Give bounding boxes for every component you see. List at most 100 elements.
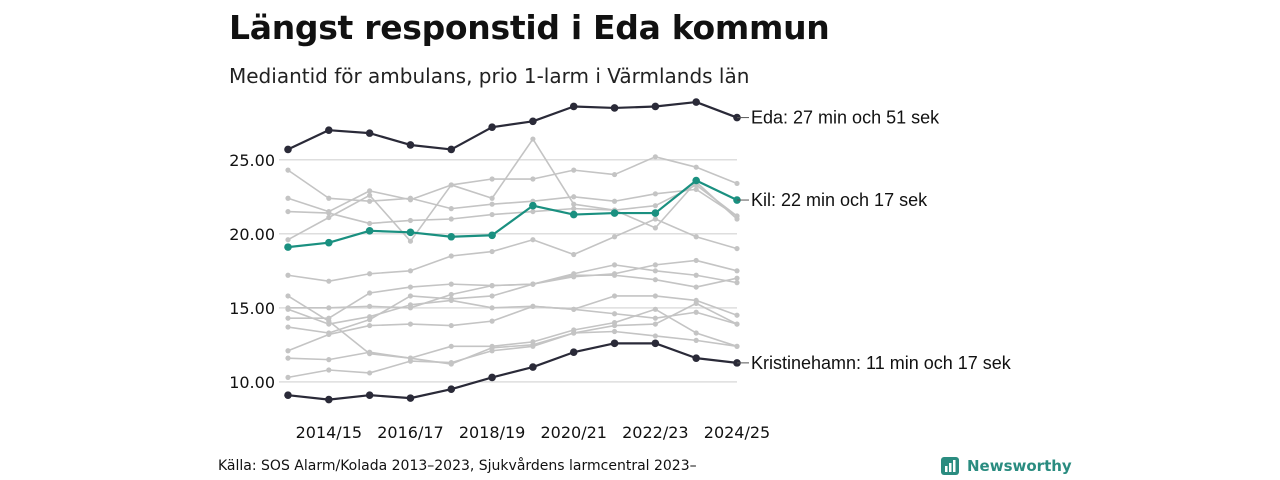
- data-point-eda: [610, 104, 619, 112]
- data-point-kommun-b: [734, 180, 740, 187]
- data-point-eda: [365, 129, 374, 137]
- data-point-kommun-m: [367, 314, 373, 320]
- data-point-kristinehamn: [651, 339, 660, 348]
- data-point-eda: [488, 123, 496, 132]
- data-point-eda: [406, 141, 415, 149]
- series-line-kristinehamn: [287, 342, 738, 401]
- data-point-kommun-i: [448, 343, 454, 349]
- data-point-kommun-l: [693, 300, 699, 306]
- data-point-kommun-f: [611, 262, 618, 268]
- data-point-kommun-i: [652, 306, 658, 312]
- data-point-kommun-j: [448, 322, 454, 329]
- data-point-kommun-k: [285, 374, 291, 380]
- data-point-kommun-j: [734, 312, 740, 318]
- data-point-kommun-h: [530, 281, 536, 287]
- data-point-kil: [651, 209, 660, 217]
- x-tick-label: 2014/15: [296, 423, 362, 442]
- data-point-kommun-i: [693, 330, 699, 336]
- data-point-kommun-d: [652, 225, 658, 231]
- data-point-kil: [325, 238, 333, 247]
- data-point-kristinehamn: [692, 354, 700, 362]
- data-point-kommun-a: [571, 194, 577, 200]
- data-point-kommun-k: [611, 328, 618, 335]
- data-point-kommun-k: [693, 337, 699, 343]
- data-point-kristinehamn: [325, 395, 333, 404]
- data-point-kommun-d: [571, 201, 577, 207]
- end-label-kristinehamn: Kristinehamn: 11 min och 17 sek: [751, 353, 1012, 373]
- data-point-kommun-k: [652, 333, 658, 339]
- data-point-kommun-l: [448, 361, 454, 367]
- data-point-kommun-a: [448, 206, 454, 212]
- data-point-kommun-m: [407, 302, 414, 308]
- series-line-kommun-b: [287, 156, 738, 213]
- data-point-kommun-c: [367, 220, 373, 227]
- data-point-kommun-g: [326, 305, 332, 311]
- series-line-kommun-h: [287, 274, 738, 334]
- data-point-kommun-e: [571, 251, 577, 258]
- data-point-kommun-m: [693, 309, 699, 315]
- data-point-kommun-d: [407, 238, 414, 244]
- brand-name: Newsworthy: [967, 457, 1072, 475]
- series-line-kommun-f: [288, 264, 738, 319]
- data-point-kommun-g: [693, 257, 699, 264]
- newsworthy-logo-icon: [941, 457, 959, 475]
- data-point-kommun-e: [611, 234, 618, 240]
- data-point-kommun-h: [611, 272, 618, 278]
- data-point-kommun-j: [285, 348, 291, 354]
- series-end-labels: Eda: 27 min och 51 sek Kil: 22 min och 17…: [737, 108, 1012, 373]
- data-point-kommun-a: [285, 167, 291, 173]
- data-point-kommun-c: [407, 217, 414, 224]
- data-point-kommun-j: [326, 331, 332, 338]
- data-point-kristinehamn: [406, 394, 415, 402]
- data-point-kommun-m: [326, 321, 332, 327]
- data-point-kommun-m: [285, 306, 291, 312]
- data-point-kommun-b: [285, 195, 291, 201]
- data-point-kommun-l: [326, 357, 332, 363]
- data-point-kommun-f: [367, 290, 373, 296]
- data-point-kommun-j: [611, 293, 618, 299]
- data-point-kommun-b: [652, 154, 658, 160]
- data-point-kommun-g: [367, 303, 373, 309]
- data-point-kristinehamn: [610, 339, 619, 348]
- source-note: Källa: SOS Alarm/Kolada 2013–2023, Sjukv…: [218, 458, 697, 474]
- data-point-kommun-h: [652, 277, 658, 283]
- data-point-kommun-c: [571, 206, 577, 212]
- x-tick-label: 2018/19: [459, 423, 525, 442]
- end-label-eda: Eda: 27 min och 51 sek: [751, 108, 940, 128]
- data-point-kommun-j: [367, 322, 373, 329]
- data-point-kommun-e: [693, 234, 699, 240]
- data-point-kil: [569, 210, 578, 219]
- series-line-kommun-i: [287, 295, 738, 359]
- series-line-kil: [287, 179, 738, 249]
- data-point-kommun-b: [530, 176, 536, 182]
- data-point-kommun-j: [407, 321, 414, 327]
- data-point-kommun-c: [326, 210, 332, 216]
- data-point-kristinehamn: [284, 391, 292, 399]
- background-series: [285, 136, 740, 380]
- data-point-eda: [529, 117, 537, 126]
- series-line-kommun-c: [287, 184, 738, 225]
- data-point-kommun-g: [448, 291, 454, 298]
- data-point-kil: [406, 228, 415, 237]
- brand-logo[interactable]: Newsworthy: [940, 456, 1072, 476]
- series-line-kommun-k: [287, 330, 738, 379]
- end-label-kil: Kil: 22 min och 17 sek: [751, 190, 928, 210]
- data-point-kristinehamn: [488, 373, 496, 382]
- data-point-kommun-k: [326, 367, 332, 373]
- data-point-kommun-l: [407, 355, 414, 361]
- data-point-kommun-e: [448, 253, 454, 259]
- data-point-kommun-d: [367, 192, 373, 198]
- data-point-kommun-j: [489, 318, 495, 324]
- data-point-kommun-c: [489, 211, 495, 218]
- data-point-kommun-b: [407, 197, 414, 203]
- series-line-kommun-m: [287, 299, 738, 325]
- data-point-kommun-l: [652, 321, 658, 327]
- data-point-eda: [569, 102, 578, 111]
- data-point-kommun-d: [448, 182, 454, 188]
- data-point-eda: [284, 145, 292, 154]
- data-point-kommun-e: [285, 272, 291, 278]
- data-point-kommun-m: [734, 321, 740, 327]
- data-point-kommun-i: [285, 293, 291, 299]
- data-point-kommun-l: [285, 355, 291, 361]
